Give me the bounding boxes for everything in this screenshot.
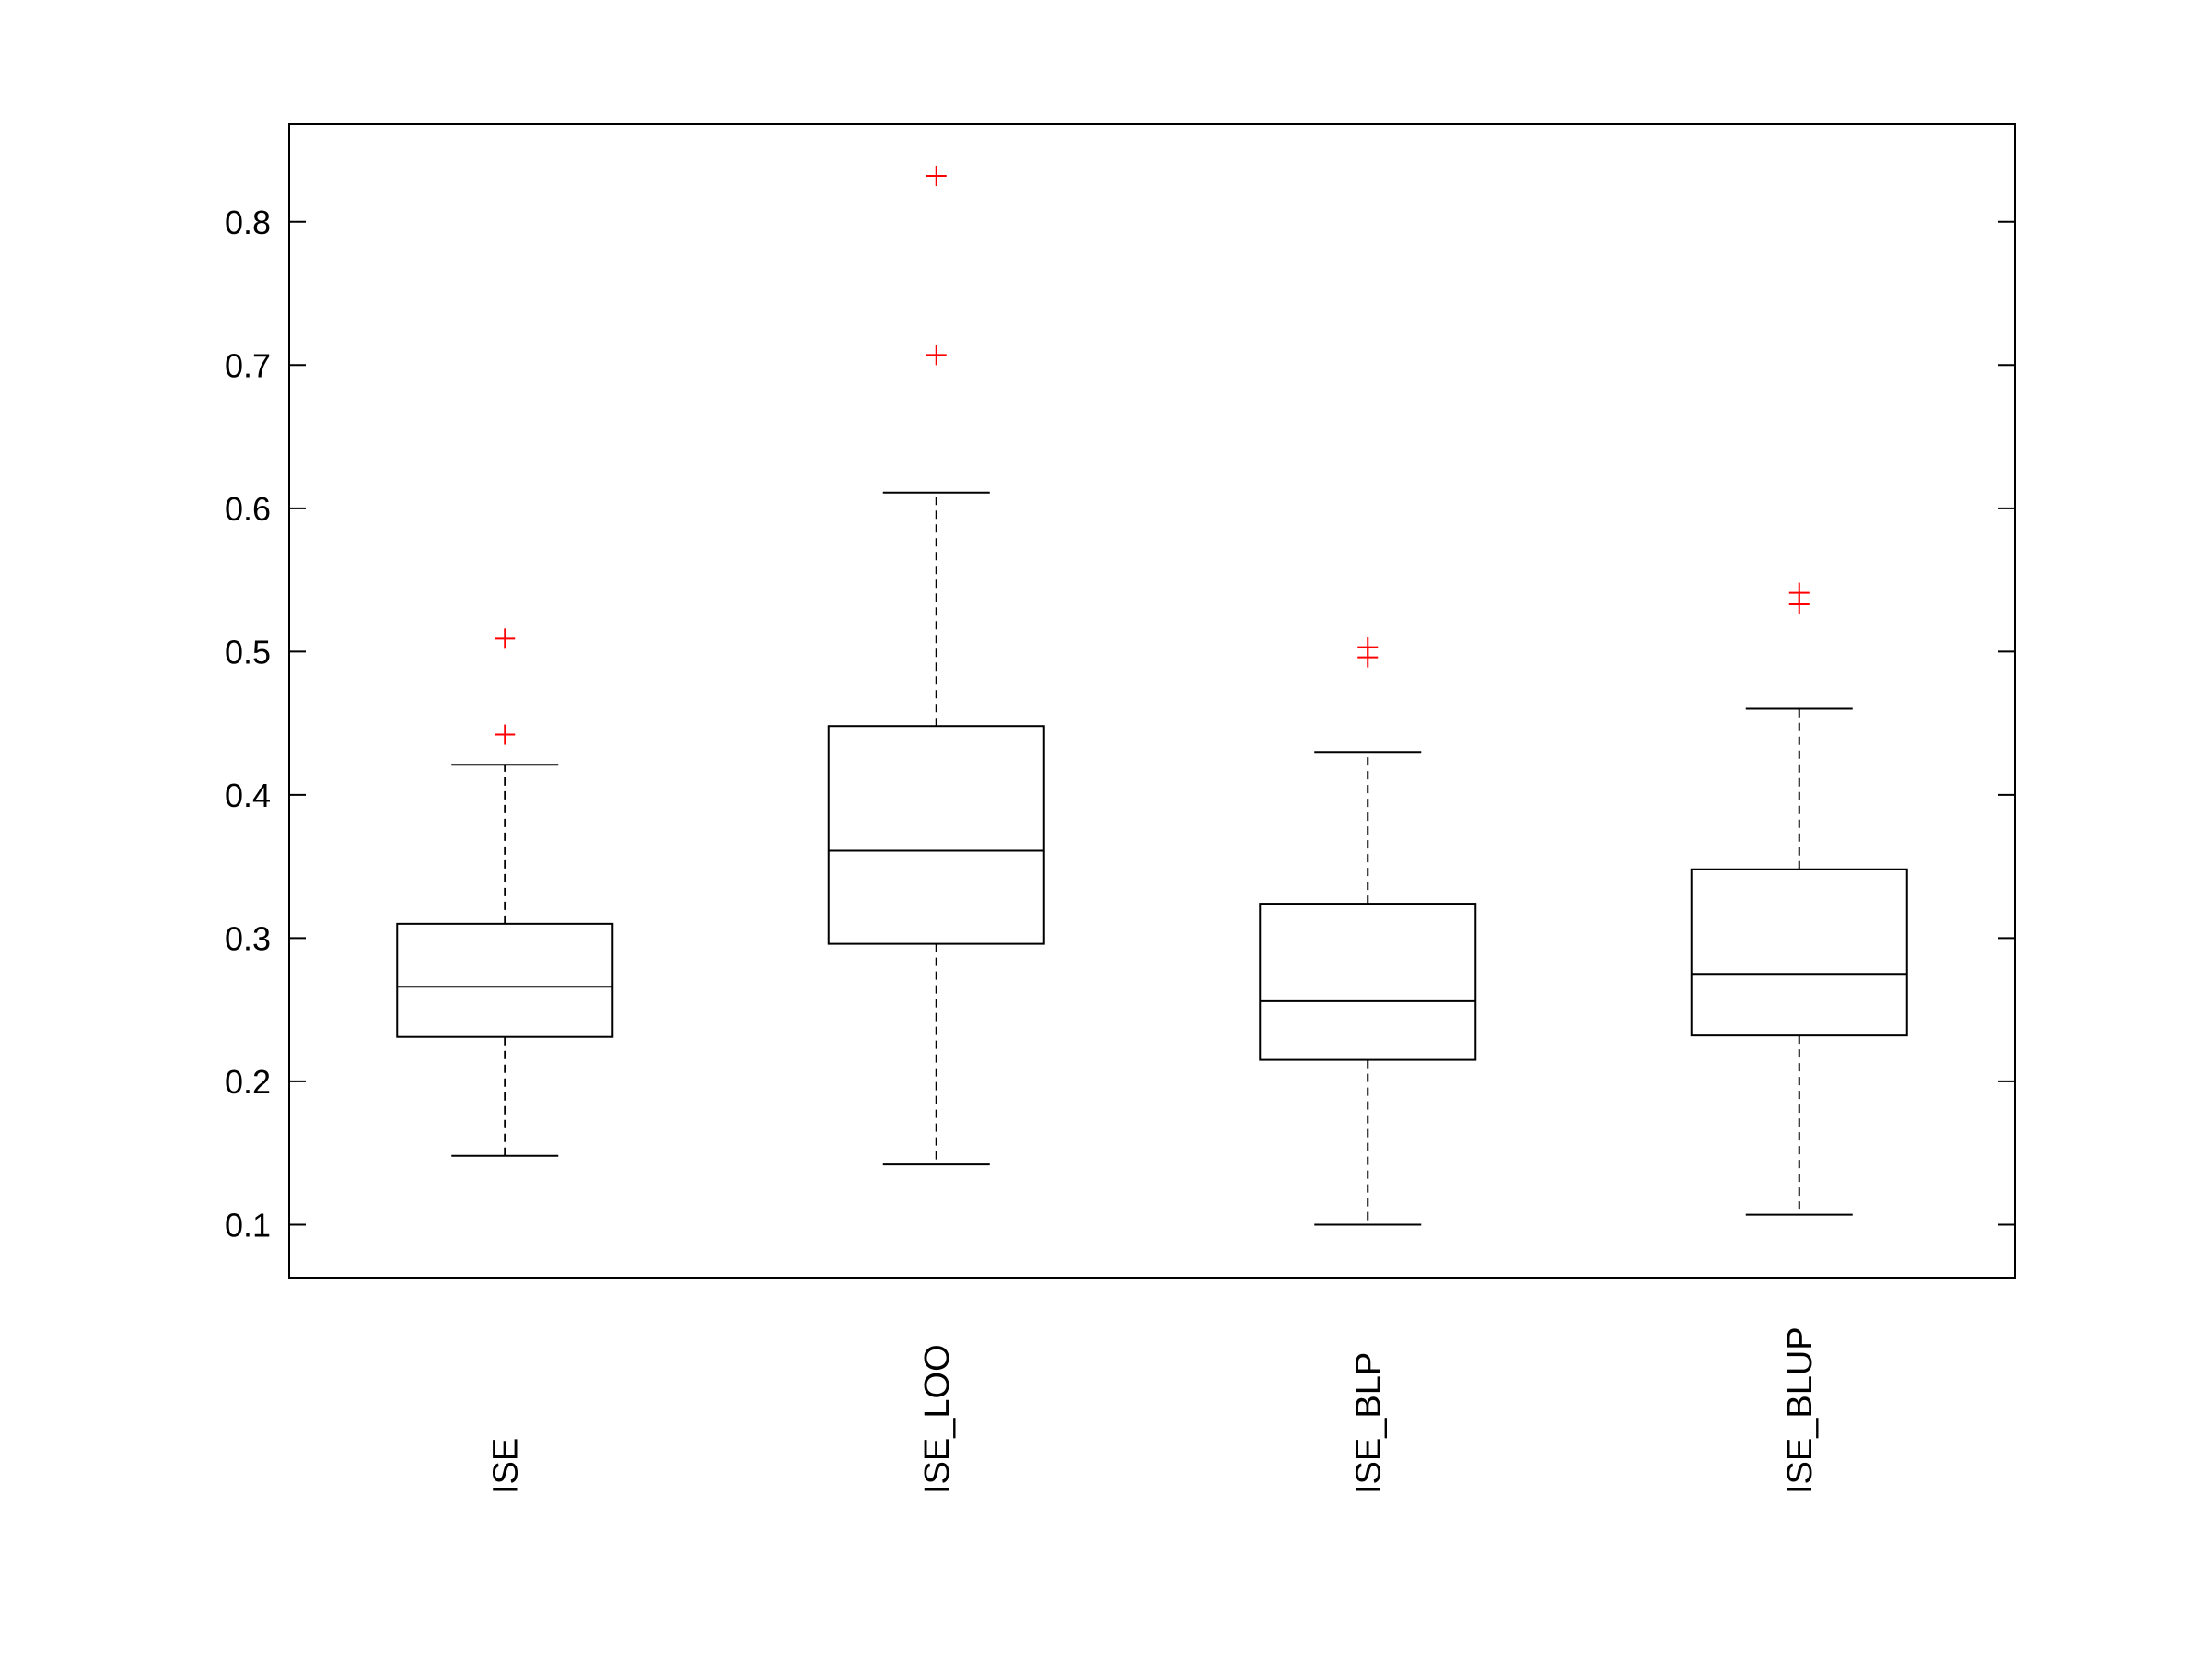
- outlier-marker: [1788, 582, 1810, 603]
- box-ise-blp: [1259, 637, 1477, 1226]
- outlier-marker: [1357, 637, 1379, 658]
- y-axis-ticks: 0.1 0.2 0.3 0.4 0.5 0.6 0.7 0.8: [225, 204, 2015, 1244]
- y-tick-label: 0.1: [225, 1206, 271, 1244]
- y-tick-label: 0.3: [225, 919, 271, 957]
- y-tick-label: 0.4: [225, 777, 271, 814]
- interquartile-box: [1690, 868, 1908, 1037]
- y-tick-label: 0.6: [225, 490, 271, 528]
- outlier-marker: [926, 345, 947, 366]
- x-tick-label: ISE_BLP: [1349, 1352, 1388, 1494]
- x-tick-label: ISE_BLUP: [1781, 1326, 1820, 1494]
- outlier-marker: [495, 724, 516, 745]
- y-tick-label: 0.8: [225, 204, 271, 241]
- interquartile-box: [396, 922, 614, 1038]
- box-ise-blup: [1690, 582, 1908, 1216]
- plot-area-frame: [288, 123, 2016, 1279]
- y-tick-label: 0.5: [225, 633, 271, 671]
- box-series: [396, 165, 1908, 1226]
- x-axis-tick-labels: ISE ISE_LOO ISE_BLP ISE_BLUP: [486, 1326, 1820, 1494]
- box-ise-loo: [827, 165, 1045, 1166]
- x-tick-label: ISE: [486, 1438, 525, 1494]
- y-tick-label: 0.2: [225, 1063, 271, 1101]
- interquartile-box: [827, 725, 1045, 945]
- box-ise: [396, 628, 614, 1157]
- outlier-marker: [495, 628, 516, 649]
- x-tick-label: ISE_LOO: [918, 1344, 957, 1494]
- interquartile-box: [1259, 903, 1477, 1061]
- outlier-marker: [926, 165, 947, 186]
- y-tick-label: 0.7: [225, 346, 271, 384]
